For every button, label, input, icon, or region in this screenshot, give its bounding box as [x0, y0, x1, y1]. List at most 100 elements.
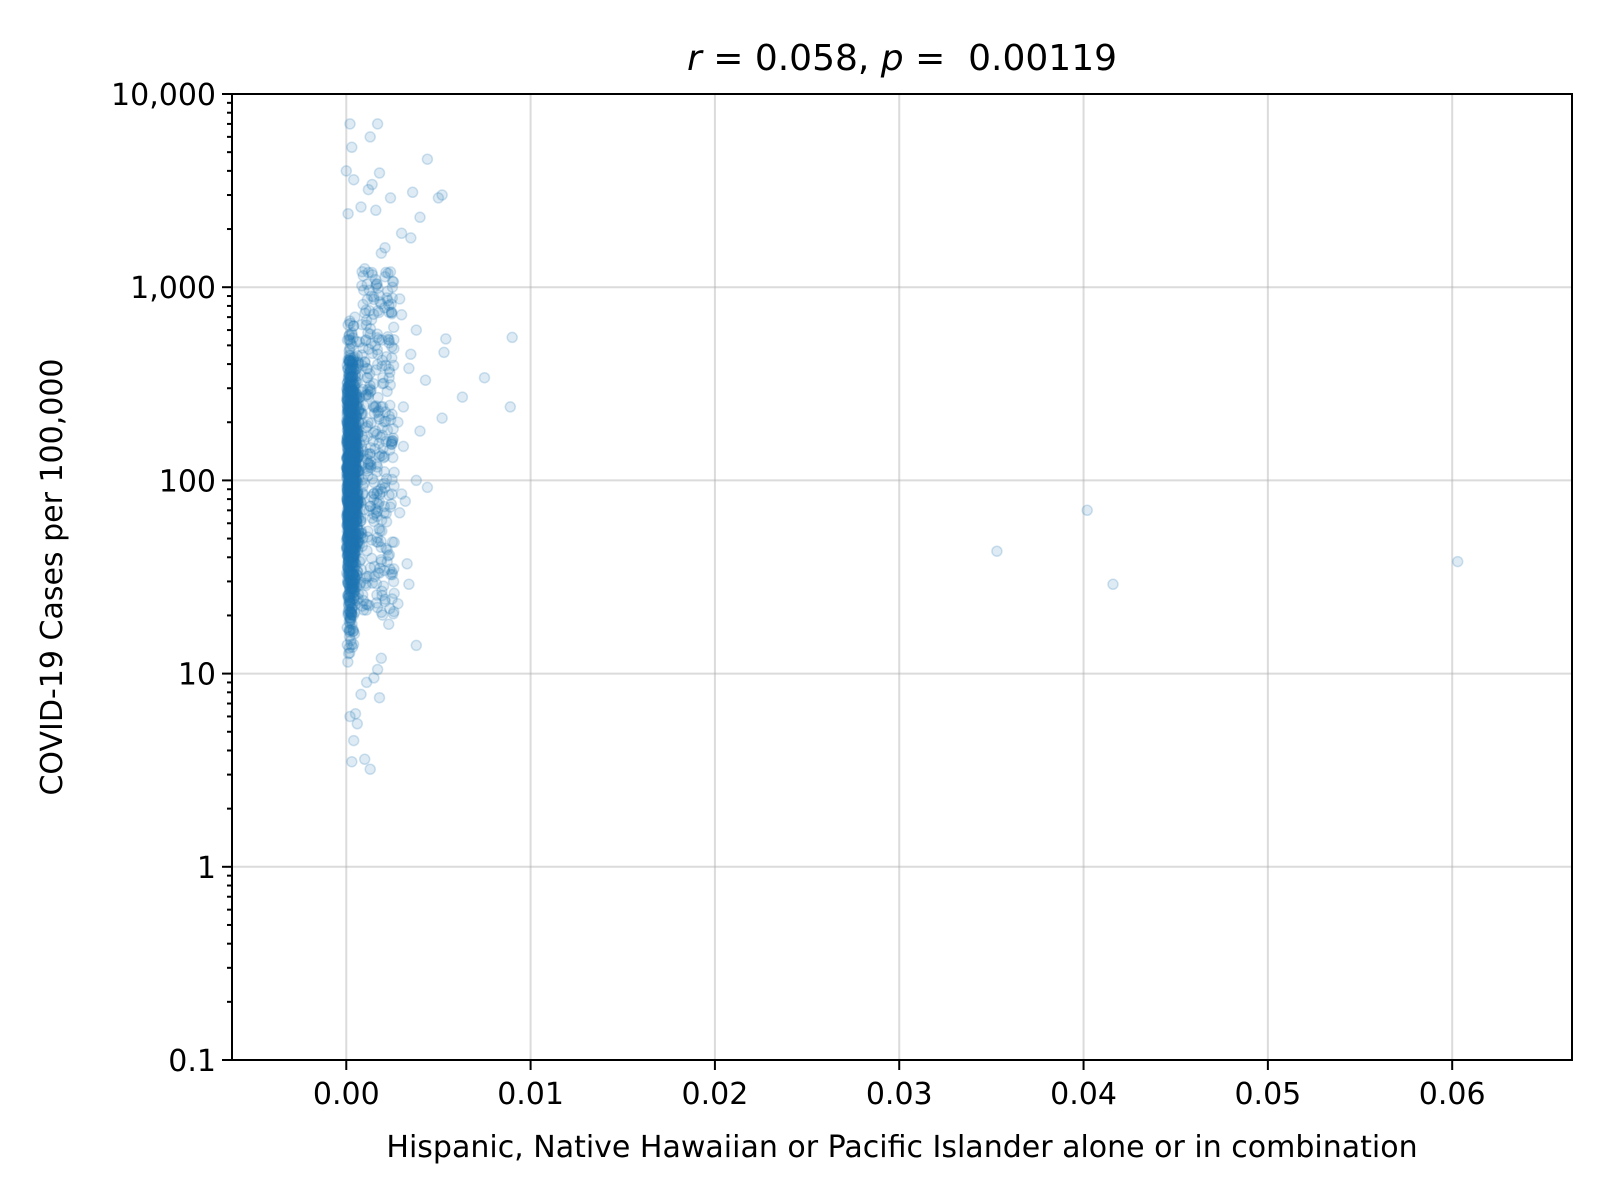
data-point — [344, 432, 357, 444]
data-point — [343, 433, 355, 446]
data-point — [346, 403, 358, 416]
data-point — [341, 468, 353, 480]
data-point — [345, 509, 357, 522]
data-point — [345, 494, 358, 507]
data-point — [345, 606, 357, 619]
data-point — [344, 470, 357, 483]
data-point — [344, 118, 356, 130]
data-point — [345, 470, 358, 482]
data-point — [348, 465, 360, 478]
data-point — [346, 502, 358, 515]
data-point — [343, 457, 355, 470]
data-point — [346, 418, 359, 431]
data-point — [456, 391, 469, 403]
data-point — [346, 492, 358, 505]
data-point — [346, 496, 359, 508]
data-point — [353, 336, 366, 348]
data-point — [343, 482, 356, 494]
data-point — [343, 400, 355, 412]
data-point — [351, 452, 363, 465]
data-point — [384, 192, 397, 204]
data-point — [344, 572, 357, 584]
data-point — [348, 525, 360, 538]
data-point — [341, 530, 354, 543]
data-point — [347, 446, 359, 458]
data-point — [341, 574, 354, 587]
data-point — [355, 495, 367, 507]
data-point — [410, 639, 423, 652]
data-point — [347, 465, 360, 478]
data-point — [345, 476, 357, 489]
data-point — [352, 446, 364, 458]
data-point — [370, 204, 382, 217]
data-points — [340, 118, 1464, 775]
data-point — [360, 462, 373, 475]
data-point — [346, 472, 359, 484]
data-point — [375, 652, 388, 665]
data-point — [343, 568, 356, 580]
data-point — [406, 186, 419, 199]
data-point — [343, 437, 356, 449]
data-point — [346, 467, 358, 479]
data-point — [376, 377, 389, 390]
data-point — [346, 525, 359, 537]
data-point — [346, 443, 359, 456]
data-point — [343, 595, 355, 607]
data-point — [348, 549, 360, 562]
data-point — [341, 542, 353, 554]
data-point — [344, 587, 356, 599]
data-point — [347, 437, 360, 450]
data-point — [348, 500, 361, 513]
data-point — [347, 593, 360, 605]
data-point — [343, 468, 355, 480]
data-point — [346, 490, 359, 503]
data-point — [345, 407, 358, 420]
data-point — [347, 440, 360, 453]
data-point — [345, 433, 358, 446]
y-tick-label: 0.1 — [168, 1044, 216, 1079]
data-point — [352, 477, 364, 489]
data-point — [377, 580, 390, 592]
data-point — [350, 510, 362, 522]
data-point — [344, 453, 357, 466]
data-point — [343, 536, 355, 549]
data-point — [345, 355, 357, 368]
data-point — [346, 462, 358, 474]
data-point — [345, 464, 358, 477]
data-point — [345, 480, 357, 492]
data-point — [343, 485, 356, 497]
data-point — [345, 510, 358, 522]
data-point — [346, 510, 359, 523]
data-point — [366, 347, 379, 360]
data-point — [343, 555, 355, 568]
data-point — [345, 503, 358, 515]
data-point — [344, 372, 357, 384]
data-point — [347, 481, 359, 494]
data-point — [436, 189, 448, 201]
data-point — [345, 491, 358, 503]
data-point — [372, 305, 384, 317]
data-point — [347, 575, 360, 588]
data-point — [349, 452, 361, 464]
data-point — [348, 459, 360, 472]
data-point — [346, 357, 358, 370]
data-point — [349, 368, 362, 381]
data-point — [348, 508, 361, 521]
y-tick-label: 10,000 — [111, 78, 216, 113]
data-point — [344, 512, 356, 525]
data-point — [341, 431, 354, 443]
data-point — [344, 497, 356, 510]
data-point — [341, 438, 353, 450]
data-point — [341, 463, 353, 475]
data-point — [345, 551, 358, 564]
data-point — [357, 594, 370, 607]
data-point — [350, 425, 362, 438]
data-point — [341, 436, 354, 448]
data-point — [345, 486, 357, 499]
data-point — [365, 552, 378, 565]
data-point — [342, 546, 355, 559]
data-point — [347, 567, 359, 580]
data-point — [349, 427, 361, 439]
data-point — [385, 306, 398, 319]
data-point — [362, 372, 374, 384]
